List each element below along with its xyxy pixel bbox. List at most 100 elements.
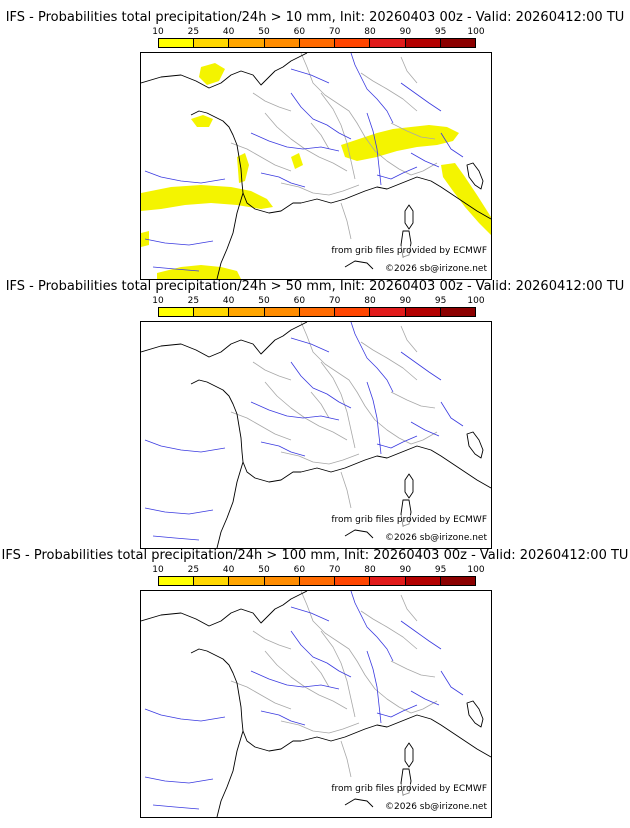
- river-line: [400, 82, 442, 112]
- colorbar-swatch: [264, 39, 300, 47]
- colorbar-swatch: [159, 308, 195, 316]
- region-border: [360, 610, 418, 650]
- colorbar-segments: [158, 307, 476, 317]
- colorbar-tick-label: 70: [328, 565, 341, 575]
- colorbar: 10 25 40 50 60 70 80 90 95 100: [152, 565, 485, 587]
- map-svg: [141, 322, 491, 548]
- coastline: [216, 192, 244, 279]
- colorbar-tick-label: 50: [258, 296, 270, 306]
- colorbar-swatch: [264, 577, 300, 585]
- region-border: [310, 391, 330, 419]
- region-border: [280, 451, 360, 465]
- region-border: [390, 122, 436, 140]
- river-line: [152, 535, 200, 541]
- river-line: [152, 266, 200, 272]
- panel-title: IFS - Probabilities total precipitation/…: [1, 548, 629, 563]
- coastline: [190, 110, 301, 214]
- region-border: [340, 471, 352, 509]
- coastline: [344, 798, 374, 808]
- copyright: ©2026 sb@irizone.net: [385, 264, 487, 275]
- river-line: [144, 507, 214, 515]
- colorbar-swatch: [299, 577, 336, 585]
- region-border: [400, 594, 418, 622]
- colorbar-tick-label: 60: [293, 565, 306, 575]
- colorbar-swatch: [335, 39, 371, 47]
- coastline: [300, 714, 491, 758]
- region-border: [320, 92, 356, 180]
- river-line: [250, 670, 340, 690]
- river-line: [290, 337, 330, 353]
- colorbar-tick-label: 100: [467, 296, 485, 306]
- region-border: [252, 361, 292, 381]
- colorbar-tick-label: 50: [258, 27, 270, 37]
- colorbar-tick-label: 80: [364, 565, 376, 575]
- colorbar-swatch: [370, 577, 406, 585]
- coastline: [466, 431, 484, 459]
- map-svg: [141, 53, 491, 279]
- coastline: [141, 591, 308, 627]
- colorbar-tick-label: 90: [399, 565, 412, 575]
- colorbar-swatch: [440, 308, 475, 316]
- colorbar-tick-label: 40: [222, 565, 235, 575]
- colorbar-tick-label: 10: [152, 296, 164, 306]
- river-line: [366, 112, 382, 186]
- region-border: [400, 325, 418, 353]
- region-border: [252, 630, 292, 650]
- river-line: [410, 152, 440, 168]
- colorbar-tick-label: 70: [328, 296, 341, 306]
- colorbar-swatch: [299, 39, 336, 47]
- river-line: [290, 606, 330, 622]
- map-panel-50mm: IFS - Probabilities total precipitation/…: [0, 279, 630, 549]
- region-border: [390, 391, 436, 409]
- colorbar-swatch: [194, 39, 230, 47]
- colorbar-tick-label: 90: [399, 27, 412, 37]
- coastline: [190, 379, 301, 483]
- region-border: [280, 182, 360, 196]
- colorbar-tick-label: 50: [258, 565, 270, 575]
- colorbar-tick-label: 95: [434, 296, 447, 306]
- colorbar-swatch: [440, 39, 475, 47]
- river-line: [410, 690, 440, 706]
- region-border: [300, 591, 376, 690]
- colorbar-tick-label: 80: [364, 27, 376, 37]
- map-area: from grib files provided by ECMWF ©2026 …: [140, 321, 492, 549]
- coastline: [344, 260, 374, 270]
- precip-area: [291, 153, 303, 169]
- coastline: [466, 700, 484, 728]
- region-border: [360, 72, 418, 112]
- river-line: [290, 630, 352, 678]
- river-line: [144, 238, 214, 246]
- region-border: [300, 322, 376, 421]
- river-line: [400, 620, 442, 650]
- map-panel-10mm: IFS - Probabilities total precipitation/…: [0, 10, 630, 280]
- colorbar-tick-label: 80: [364, 296, 376, 306]
- region-border: [360, 341, 418, 381]
- panel-title: IFS - Probabilities total precipitation/…: [5, 279, 625, 294]
- colorbar-tick-label: 10: [152, 27, 164, 37]
- river-line: [290, 68, 330, 84]
- region-border: [280, 720, 360, 734]
- river-line: [350, 53, 394, 124]
- region-border: [400, 56, 418, 84]
- colorbar-tick-label: 95: [434, 565, 447, 575]
- colorbar-swatch: [440, 577, 475, 585]
- colorbar-tick-label: 100: [467, 27, 485, 37]
- precip-area: [157, 265, 241, 279]
- colorbar-tick-label: 40: [222, 27, 235, 37]
- colorbar-swatch: [264, 308, 300, 316]
- region-border: [264, 112, 348, 172]
- coastline: [300, 445, 491, 489]
- map-svg: [141, 591, 491, 817]
- coastline: [404, 204, 414, 230]
- region-border: [230, 680, 292, 710]
- region-border: [230, 411, 292, 441]
- colorbar-swatch: [405, 577, 441, 585]
- colorbar-tick-label: 25: [187, 296, 200, 306]
- colorbar-tick-label: 70: [328, 27, 341, 37]
- colorbar-tick-label: 95: [434, 27, 447, 37]
- colorbar-swatch: [370, 39, 406, 47]
- colorbar-swatch: [229, 577, 265, 585]
- region-border: [390, 660, 436, 678]
- colorbar-swatch: [194, 308, 230, 316]
- precip-area: [199, 63, 225, 85]
